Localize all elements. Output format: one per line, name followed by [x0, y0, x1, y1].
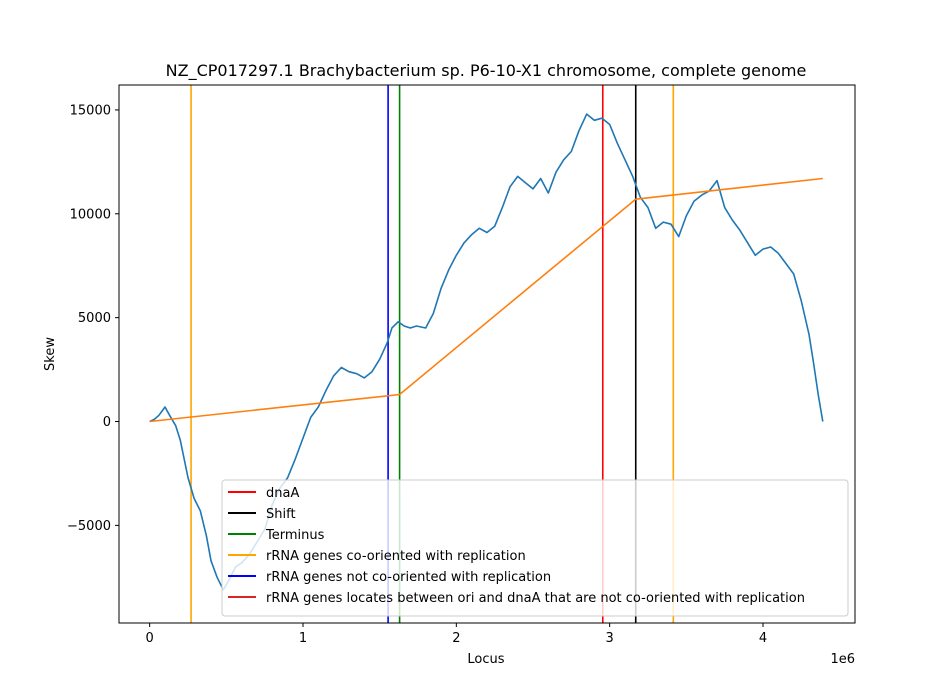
y-tick-label-4: 15000 — [70, 103, 111, 118]
legend-box — [221, 479, 849, 617]
x-tick-label-1: 1 — [299, 631, 307, 646]
legend: dnaA Shift Terminus rRNA genes co-oriented … — [221, 479, 849, 617]
x-tick-label-0: 0 — [146, 631, 154, 646]
x-tick-label-3: 3 — [606, 631, 614, 646]
chart-title: NZ_CP017297.1 Brachybacterium sp. P6-10-… — [166, 61, 807, 81]
y-tick-label-3: 10000 — [70, 207, 111, 222]
legend-label-4: rRNA genes not co-oriented with replicat… — [266, 570, 551, 585]
legend-label-0: dnaA — [266, 486, 299, 501]
y-axis: −5000 0 5000 10000 15000 — [67, 103, 119, 534]
legend-label-1: Shift — [266, 507, 296, 522]
y-tick-label-1: 0 — [103, 415, 111, 430]
axes-frame — [118, 84, 856, 624]
y-tick-label-2: 5000 — [78, 311, 111, 326]
x-tick-label-4: 4 — [759, 631, 767, 646]
x-tick-label-2: 2 — [452, 631, 460, 646]
x-axis-label: Locus — [467, 652, 504, 667]
legend-label-5: rRNA genes locates between ori and dnaA … — [266, 591, 805, 606]
y-axis-label: Skew — [43, 337, 58, 371]
y-tick-label-0: −5000 — [67, 519, 111, 534]
plot-area — [118, 84, 856, 624]
x-axis-offset-label: 1e6 — [830, 652, 855, 667]
series-line-1 — [149, 177, 823, 423]
x-axis: 0 1 2 3 4 — [146, 623, 767, 646]
legend-label-3: rRNA genes co-oriented with replication — [266, 549, 526, 564]
legend-label-2: Terminus — [265, 528, 325, 543]
